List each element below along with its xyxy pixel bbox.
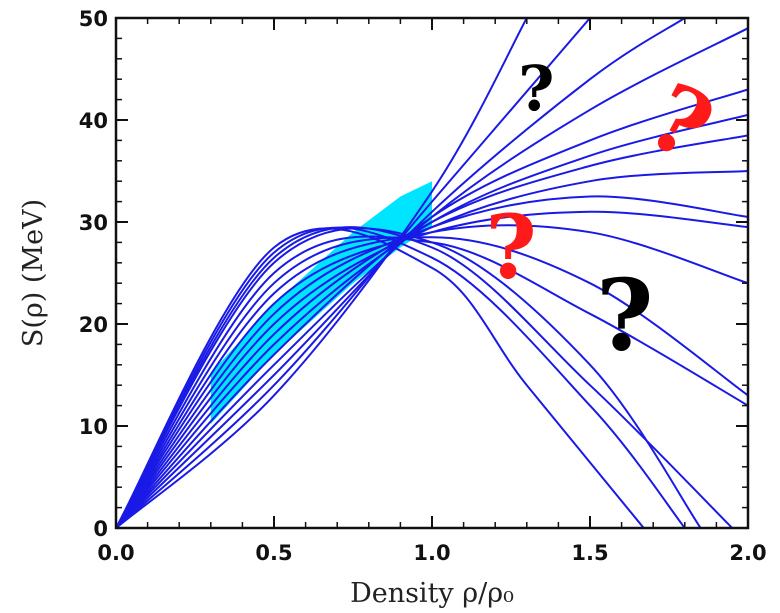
y-tick-label: 0 [93,517,108,541]
x-tick-label: 0.0 [97,541,134,565]
curve-2 [116,18,591,528]
x-tick-label: 2.0 [729,541,766,565]
question-mark-1: ? [518,52,554,125]
curve-3 [116,18,686,528]
y-tick-label: 40 [79,109,108,133]
curve-1 [116,18,528,528]
y-tick-label: 50 [79,7,108,31]
ticks-layer: 0.0 0.5 1.0 1.5 2.0 0 10 20 30 40 50 [79,7,767,565]
curve-9 [116,195,748,528]
curve-11 [116,224,748,528]
y-tick-label: 20 [79,313,108,337]
curve-17 [116,227,645,528]
question-mark-3: ? [485,195,537,299]
x-tick-label: 1.5 [571,541,608,565]
curve-14 [116,227,702,528]
y-tick-label: 10 [79,415,108,439]
y-tick-label: 30 [79,211,108,235]
curve-13 [116,235,748,528]
curve-16 [116,226,686,528]
curve-15 [116,226,733,528]
x-tick-label: 0.5 [255,541,292,565]
curve-5 [116,88,748,528]
question-mark-4: ? [596,259,653,374]
x-axis-title: Density ρ/ρ₀ [350,578,514,609]
curves-layer [116,18,748,528]
curve-7 [116,134,748,528]
y-axis-title: S(ρ) (MeV) [18,199,49,347]
x-tick-label: 1.0 [413,541,450,565]
